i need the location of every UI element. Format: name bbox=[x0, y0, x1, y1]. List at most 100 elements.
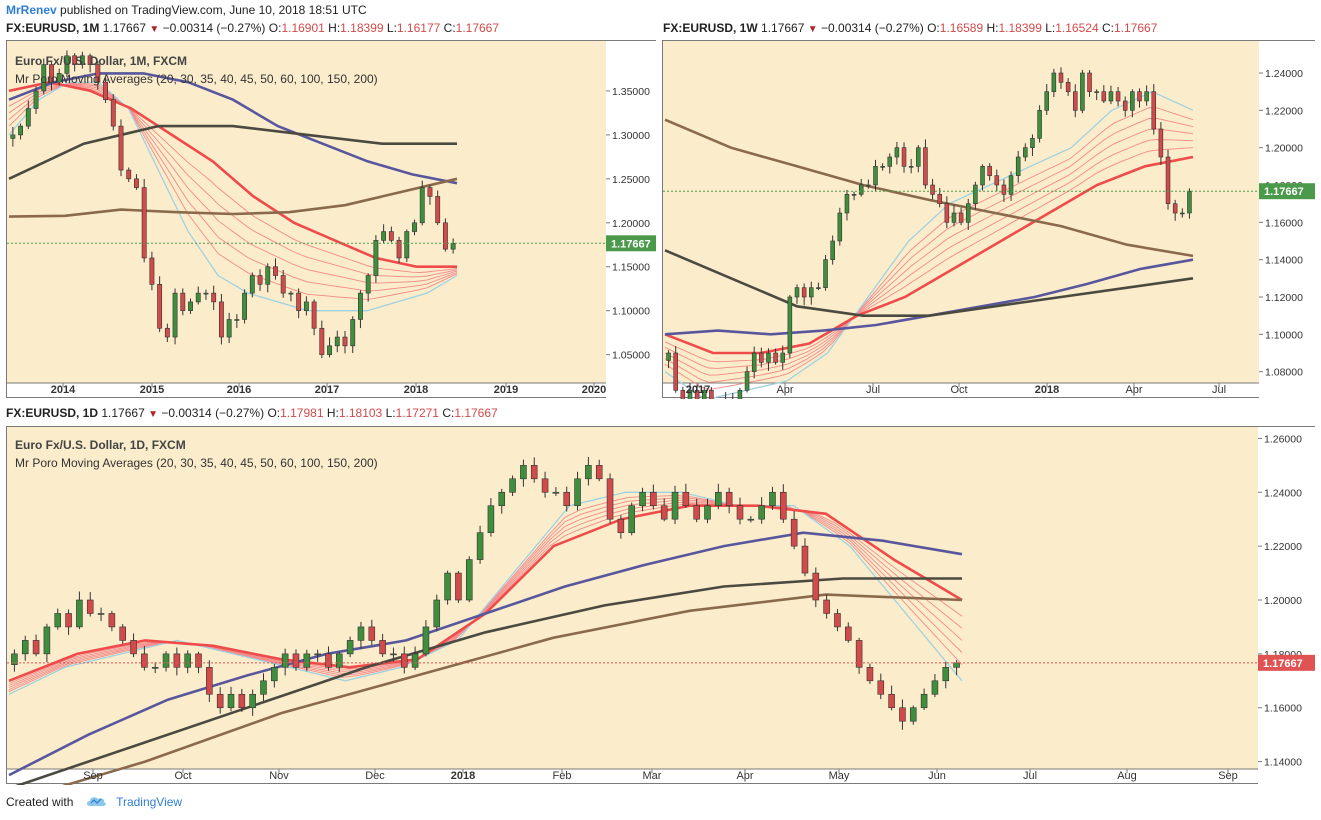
candle-body bbox=[909, 707, 917, 722]
candle-body bbox=[671, 491, 679, 520]
price-axis-svg: 1.240001.220001.200001.180001.160001.140… bbox=[1259, 41, 1315, 399]
low-value: 1.17271 bbox=[395, 406, 439, 420]
ma-ribbon-line-2 bbox=[8, 83, 458, 292]
price-axis-svg: 1.35000 1.30000 1.25000 1.20000 1.15000 1.100… bbox=[606, 41, 656, 399]
close-label: C: bbox=[443, 21, 456, 35]
y-tick-label: 1.14000 bbox=[1264, 757, 1302, 769]
chart-panel-weekly[interactable]: 2017 Apr Jul Oct 2018 Apr Jul bbox=[662, 40, 1261, 399]
weekly-chart-svg[interactable]: 2017 Apr Jul Oct 2018 Apr Jul bbox=[663, 41, 1261, 399]
candle-body bbox=[450, 242, 456, 250]
candle-body bbox=[1094, 91, 1099, 93]
candle-body bbox=[43, 626, 51, 655]
candle-body bbox=[273, 266, 278, 276]
candle-body bbox=[390, 653, 397, 656]
candle-body bbox=[280, 275, 286, 294]
daily-chart-svg[interactable]: Sep Oct Nov Dec 2018 Feb Mar Apr May Jun Jul Aug Sep bbox=[7, 427, 1260, 785]
candle-body bbox=[673, 352, 678, 391]
candle-body bbox=[751, 352, 757, 372]
price-axis-monthly[interactable]: 1.35000 1.30000 1.25000 1.20000 1.15000 1.100… bbox=[606, 40, 656, 399]
candle-body bbox=[442, 222, 448, 250]
candle-body bbox=[606, 478, 614, 520]
y-tick-label: 1.24000 bbox=[1265, 68, 1303, 80]
candle-body bbox=[54, 613, 62, 628]
x-tick-label: Aug bbox=[1117, 770, 1137, 782]
candle-body bbox=[585, 465, 592, 480]
candle-body bbox=[937, 194, 942, 204]
candle-body bbox=[65, 613, 72, 628]
candle-body bbox=[396, 240, 402, 259]
chart-title: Euro Fx/U.S. Dollar, 1D, FXCM bbox=[15, 438, 186, 452]
y-tick-label: 1.05000 bbox=[612, 350, 650, 362]
candle-body bbox=[973, 184, 978, 204]
candle-body bbox=[758, 505, 765, 520]
chart-panel-daily[interactable]: Sep Oct Nov Dec 2018 Feb Mar Apr May Jun Jul Aug Sep… bbox=[6, 426, 1260, 785]
candle-body bbox=[823, 599, 830, 614]
y-tick-label: 1.22000 bbox=[1264, 541, 1302, 553]
chart-title: Euro Fx/U.S. Dollar, 1M, FXCM bbox=[15, 54, 188, 68]
candle-body bbox=[238, 693, 246, 709]
symbol-label: FX:EURUSD, 1D bbox=[6, 406, 99, 420]
candle-body bbox=[916, 147, 921, 167]
candle-body bbox=[958, 212, 964, 223]
candle-body bbox=[216, 693, 224, 709]
monthly-chart-svg[interactable]: 2014 2015 2016 2017 2018 2019 2020 bbox=[7, 41, 608, 399]
candle-body bbox=[931, 680, 939, 695]
open-value: 1.16589 bbox=[939, 21, 984, 35]
candle-body bbox=[249, 275, 255, 294]
candle-body bbox=[218, 301, 224, 338]
candle-body bbox=[110, 99, 116, 127]
candle-body bbox=[404, 231, 410, 259]
candle-body bbox=[845, 626, 852, 641]
ma-line-100 bbox=[8, 72, 458, 185]
candle-body bbox=[149, 257, 155, 285]
tradingview-link[interactable]: TradingView bbox=[116, 795, 183, 809]
y-tick-label: 1.08000 bbox=[1265, 367, 1303, 379]
candle-body bbox=[899, 707, 906, 722]
candle-body bbox=[288, 292, 294, 295]
x-tick-label: Oct bbox=[174, 770, 191, 782]
candle-body bbox=[41, 64, 47, 92]
candle-body bbox=[292, 653, 300, 668]
candle-body bbox=[617, 518, 625, 533]
candle-body bbox=[509, 478, 516, 493]
candle-body bbox=[487, 505, 495, 533]
candle-body bbox=[108, 613, 116, 628]
candle-body bbox=[226, 319, 232, 338]
last-value: 1.17667 bbox=[761, 21, 805, 35]
high-label: H: bbox=[328, 21, 341, 35]
candle-body bbox=[1172, 203, 1178, 214]
candle-body bbox=[173, 653, 181, 668]
candle-body bbox=[172, 292, 178, 338]
high-value: 1.18399 bbox=[998, 21, 1042, 35]
x-tick-label: Apr bbox=[776, 384, 793, 396]
candle-body bbox=[887, 156, 893, 167]
candle-body bbox=[1101, 91, 1107, 102]
price-axis-weekly[interactable]: 1.240001.220001.200001.180001.160001.140… bbox=[1259, 40, 1315, 399]
candle-body bbox=[980, 166, 985, 186]
author-name[interactable]: MrRenev bbox=[6, 3, 57, 17]
candle-body bbox=[1044, 91, 1049, 111]
candle-body bbox=[1001, 184, 1007, 195]
y-tick-label: 1.24000 bbox=[1264, 487, 1302, 499]
y-tick-label: 1.14000 bbox=[1265, 255, 1303, 267]
y-tick-label: 1.16000 bbox=[1264, 703, 1302, 715]
candle-body bbox=[737, 390, 743, 399]
chart-panel-monthly[interactable]: 2014 2015 2016 2017 2018 2019 2020 Euro Fx/U.S… bbox=[6, 40, 608, 399]
price-axis-daily[interactable]: 1.260001.240001.220001.200001.180001.160… bbox=[1258, 426, 1315, 785]
candle-body bbox=[271, 667, 278, 682]
ma-ribbon-line-5 bbox=[8, 84, 458, 273]
candle-body bbox=[866, 184, 871, 187]
ma-line-200 bbox=[61, 593, 963, 785]
candle-body bbox=[773, 352, 778, 363]
x-tick-label: Feb bbox=[553, 770, 572, 782]
x-tick-label: Mar bbox=[643, 770, 662, 782]
candle-body bbox=[296, 292, 302, 311]
candle-body bbox=[10, 134, 16, 139]
candle-body bbox=[541, 478, 549, 493]
candle-body bbox=[32, 640, 40, 655]
candle-body bbox=[844, 194, 850, 214]
candle-body bbox=[595, 465, 603, 480]
candle-body bbox=[650, 491, 657, 507]
candle-body bbox=[86, 599, 94, 614]
x-tick-label: Jul bbox=[866, 384, 880, 396]
